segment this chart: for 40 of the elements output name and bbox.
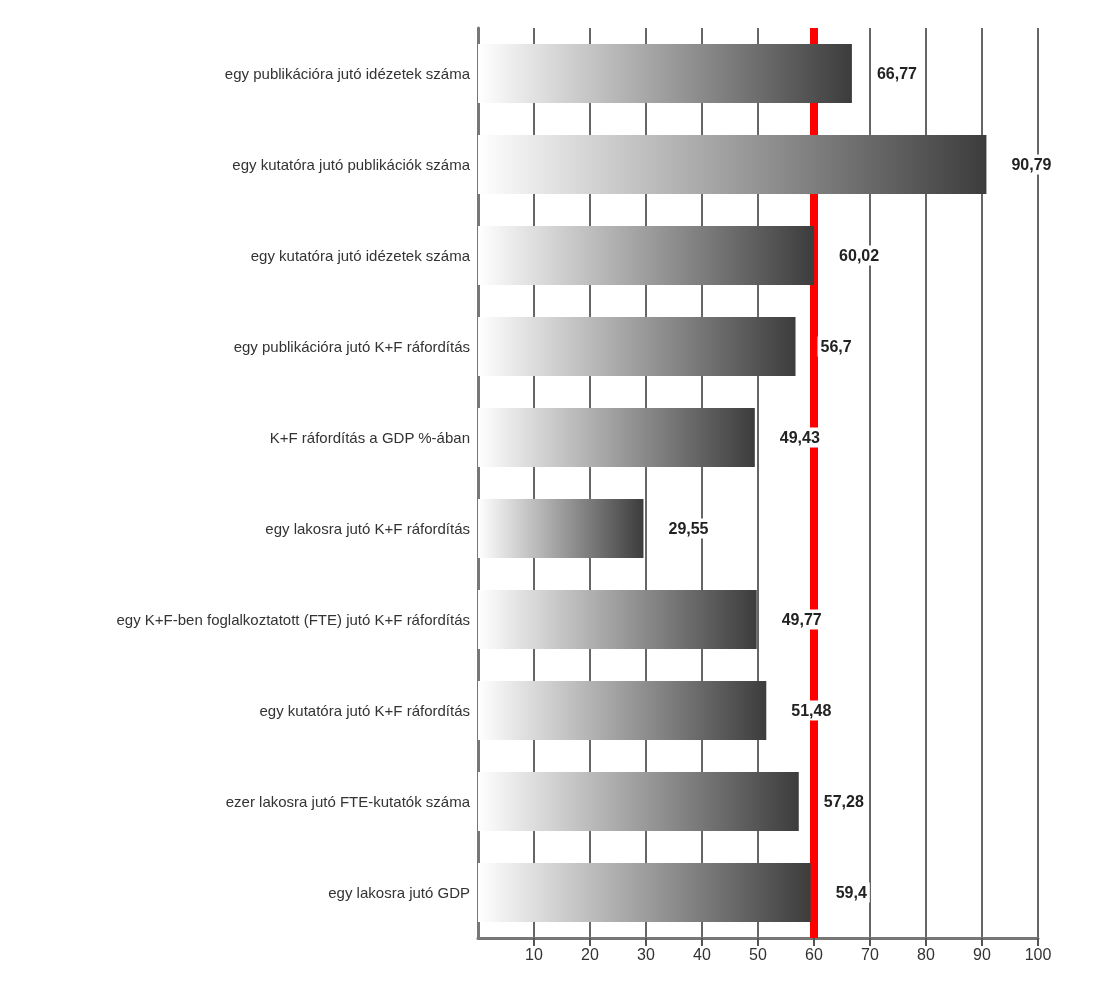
x-tick-label: 10 bbox=[525, 945, 543, 963]
x-tick-label: 80 bbox=[917, 945, 935, 963]
y-tick-label: egy kutatóra jutó K+F ráfordítás bbox=[259, 702, 470, 719]
y-tick-label: egy publikációra jutó idézetek száma bbox=[224, 65, 471, 82]
data-label: 59,4 bbox=[835, 884, 867, 901]
bar bbox=[478, 498, 644, 559]
y-tick-label: egy lakosra jutó K+F ráfordítás bbox=[265, 520, 470, 537]
x-tick-label: 70 bbox=[861, 945, 879, 963]
y-tick-label: egy K+F-ben foglalkoztatott (FTE) jutó K+F ráfordítás bbox=[116, 611, 470, 628]
bar bbox=[478, 589, 757, 650]
y-tick-label: egy publikációra jutó K+F ráfordítás bbox=[233, 338, 470, 355]
bar bbox=[478, 43, 852, 104]
data-label: 49,43 bbox=[779, 429, 820, 446]
bar bbox=[478, 225, 815, 286]
y-tick-label: K+F ráfordítás a GDP %-ában bbox=[269, 429, 470, 446]
x-tick-label: 90 bbox=[973, 945, 991, 963]
bar bbox=[478, 680, 767, 741]
y-tick-label: egy kutatóra jutó idézetek száma bbox=[250, 247, 471, 264]
x-tick-label: 100 bbox=[1024, 945, 1052, 963]
data-label: 29,55 bbox=[668, 520, 709, 537]
bar bbox=[478, 771, 799, 832]
bar bbox=[478, 407, 755, 468]
bar bbox=[478, 316, 796, 377]
data-label: 56,7 bbox=[820, 338, 852, 355]
bar bbox=[478, 134, 987, 195]
data-label: 51,48 bbox=[791, 702, 832, 719]
data-label: 60,02 bbox=[839, 247, 880, 264]
data-label: 66,77 bbox=[876, 65, 918, 82]
bar bbox=[478, 862, 811, 923]
data-label: 57,28 bbox=[823, 793, 864, 810]
x-tick-label: 50 bbox=[749, 945, 767, 963]
x-tick-label: 60 bbox=[805, 945, 823, 963]
x-tick-label: 20 bbox=[581, 945, 599, 963]
x-tick-label: 30 bbox=[637, 945, 655, 963]
y-tick-label: ezer lakosra jutó FTE-kutatók száma bbox=[225, 793, 471, 810]
y-tick-label: egy kutatóra jutó publikációk száma bbox=[232, 156, 471, 173]
data-label: 49,77 bbox=[781, 611, 822, 628]
data-label: 90,79 bbox=[1011, 156, 1052, 173]
x-tick-label: 40 bbox=[693, 945, 711, 963]
y-tick-label: egy lakosra jutó GDP bbox=[328, 884, 470, 901]
